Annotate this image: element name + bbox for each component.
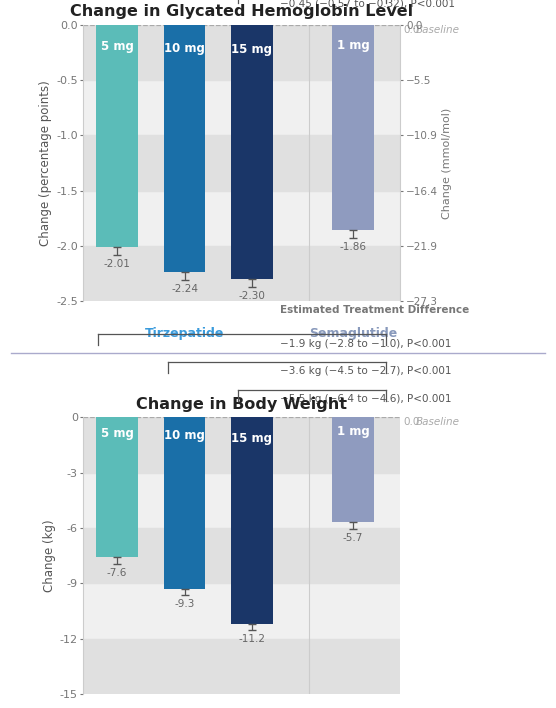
Title: Change in Body Weight: Change in Body Weight [136,397,348,412]
Text: 1 mg: 1 mg [337,425,370,438]
Bar [83,528,400,583]
Y-axis label: Change (kg): Change (kg) [43,519,56,592]
Text: Semaglutide: Semaglutide [309,326,397,340]
Text: Estimated Treatment Difference: Estimated Treatment Difference [280,305,469,315]
Bar [163,25,206,273]
Bar [231,25,273,279]
Text: Tirzepatide: Tirzepatide [145,326,224,340]
Text: -5.7: -5.7 [343,532,363,542]
Text: -9.3: -9.3 [175,599,195,609]
Title: Change in Glycated Hemoglobin Level: Change in Glycated Hemoglobin Level [70,4,414,19]
Text: 0.0: 0.0 [404,418,420,428]
Bar [163,418,206,589]
Bar [332,418,374,523]
Bar [332,25,374,231]
Text: 10 mg: 10 mg [164,42,205,55]
Bar [83,135,400,190]
Text: −0.45 (−0.57 to −0.32), P<0.001: −0.45 (−0.57 to −0.32), P<0.001 [280,0,455,8]
Y-axis label: Change (mmol/mol): Change (mmol/mol) [442,108,452,219]
Bar [96,418,138,557]
Text: −1.9 kg (−2.8 to −1.0), P<0.001: −1.9 kg (−2.8 to −1.0), P<0.001 [280,338,451,348]
Y-axis label: Change (percentage points): Change (percentage points) [39,80,52,246]
Text: -7.6: -7.6 [107,568,127,578]
Bar [83,25,400,80]
Text: 1 mg: 1 mg [337,39,370,52]
Text: -2.30: -2.30 [239,291,265,301]
Text: −5.5 kg (−6.4 to −4.6), P<0.001: −5.5 kg (−6.4 to −4.6), P<0.001 [280,394,451,404]
Text: -11.2: -11.2 [239,634,265,644]
Bar [83,418,400,473]
Text: -2.01: -2.01 [103,258,131,268]
Text: -1.86: -1.86 [340,242,366,252]
Text: 5 mg: 5 mg [101,40,133,53]
Bar [96,25,138,247]
Text: Baseline: Baseline [416,418,460,428]
Text: -2.24: -2.24 [171,284,198,294]
Text: 15 mg: 15 mg [231,42,272,56]
Text: 15 mg: 15 mg [231,432,272,445]
Bar [83,246,400,301]
Text: −3.6 kg (−4.5 to −2.7), P<0.001: −3.6 kg (−4.5 to −2.7), P<0.001 [280,366,451,376]
Bar [83,639,400,694]
Text: 5 mg: 5 mg [101,427,133,440]
Bar [231,418,273,624]
Text: 10 mg: 10 mg [164,429,205,442]
Text: Baseline: Baseline [416,25,460,35]
Text: 0.0: 0.0 [404,25,420,35]
